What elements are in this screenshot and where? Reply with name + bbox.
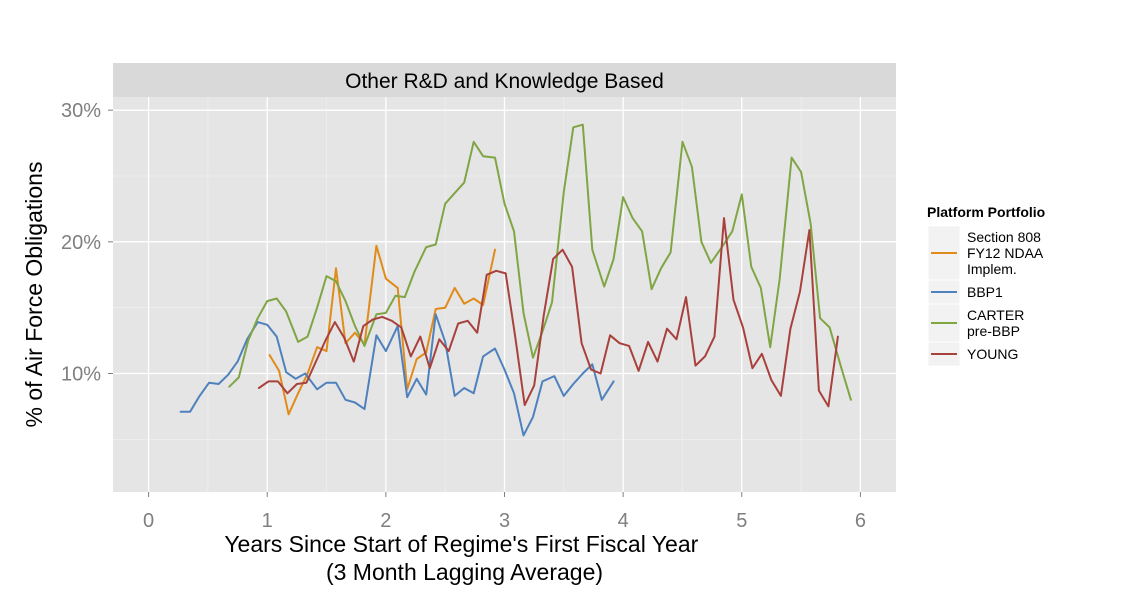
x-tick-label: 4 xyxy=(618,510,629,532)
series-line-0 xyxy=(268,244,496,416)
x-tick-label: 1 xyxy=(262,510,273,532)
legend-label-0: Section 808 FY12 NDAA Implem. xyxy=(967,229,1044,277)
x-tick-label: 0 xyxy=(143,510,154,532)
x-tick-label: 2 xyxy=(380,510,391,532)
x-tick-label: 6 xyxy=(855,510,866,532)
x-axis-title-line-2: (3 Month Lagging Average) xyxy=(326,559,603,585)
facet-strip-background xyxy=(113,63,896,97)
y-tick-label: 10% xyxy=(61,364,101,386)
y-tick-label: 20% xyxy=(61,232,101,254)
y-axis-title: % of Air Force Obligations xyxy=(21,162,47,428)
x-axis-title: Years Since Start of Regime's First Fisc… xyxy=(224,531,704,585)
series-line-3 xyxy=(257,217,839,408)
x-tick-label: 3 xyxy=(499,510,510,532)
facet-title: Other R&D and Knowledge Based xyxy=(345,70,664,93)
x-axis: 0 1 2 3 4 5 6 xyxy=(143,492,866,532)
y-tick-label: 30% xyxy=(61,100,101,122)
x-tick-label: 5 xyxy=(736,510,747,532)
legend-label-2: CARTER pre-BBP xyxy=(967,307,1024,339)
facet-strip: Other R&D and Knowledge Based xyxy=(113,63,896,97)
legend: Platform Portfolio Section 808 FY12 NDAA I… xyxy=(927,204,1045,367)
plot-panel xyxy=(113,97,896,492)
legend-label-3: YOUNG xyxy=(967,346,1018,362)
series-line-2 xyxy=(228,123,852,401)
legend-title: Platform Portfolio xyxy=(927,204,1045,220)
y-axis: 10% 20% 30% xyxy=(61,100,113,386)
legend-label-1: BBP1 xyxy=(967,284,1003,300)
x-axis-title-line-1: Years Since Start of Regime's First Fisc… xyxy=(224,531,698,557)
